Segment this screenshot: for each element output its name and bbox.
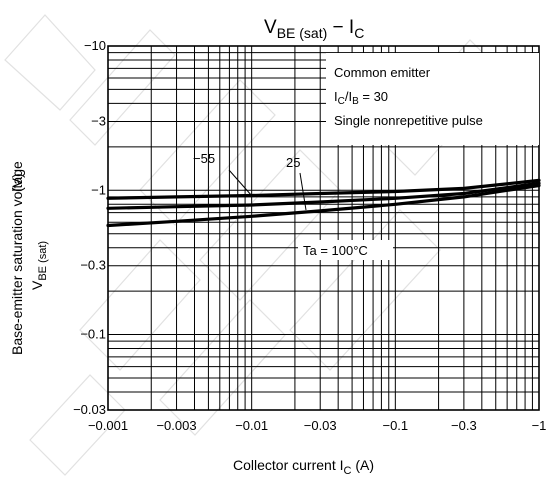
leader-25 [299, 172, 307, 211]
series-curves [106, 178, 541, 228]
y-tick-label: −0.1 [80, 327, 106, 342]
y-tick-label: −0.03 [73, 402, 106, 417]
label-series-minus55: −55 [193, 151, 215, 166]
title-subscript: BE (sat) [277, 25, 328, 41]
y-axis-label-line2: VBE (sat) [29, 241, 49, 290]
series-line-0 [106, 178, 541, 200]
y-tick-labels: −10 −3 −1 −0.3 −0.1 −0.03 [73, 38, 106, 417]
condition-pulse: Single nonrepetitive pulse [334, 113, 483, 128]
condition-ratio: IC/IB = 30 [334, 89, 388, 107]
conditions-box [326, 53, 539, 145]
label-series-25: 25 [286, 155, 300, 170]
leader-minus55 [228, 169, 253, 197]
x-tick-label: −0.1 [382, 418, 408, 433]
plot-frame [107, 45, 540, 411]
condition-mode: Common emitter [334, 65, 431, 80]
series-line-1 [106, 181, 541, 210]
grid [107, 45, 540, 411]
x-tick-label: −0.03 [304, 418, 337, 433]
y-tick-label: −10 [84, 38, 106, 53]
y-axis-label-line1: Base-emitter saturation voltage [9, 161, 25, 355]
label-series-100: Ta = 100°C [303, 243, 368, 258]
x-tick-label: −0.3 [451, 418, 477, 433]
x-tick-labels: −0.001 −0.003 −0.01 −0.03 −0.1 −0.3 −1 [88, 418, 546, 433]
series-line-2 [106, 183, 541, 228]
x-tick-label: −1 [532, 418, 547, 433]
y-axis-unit: (V) [9, 173, 25, 192]
y-tick-label: −1 [91, 182, 106, 197]
y-tick-label: −3 [91, 113, 106, 128]
x-tick-label: −0.01 [235, 418, 268, 433]
label-bg-100 [298, 240, 393, 260]
x-axis-label: Collector current IC (A) [233, 457, 374, 477]
x-tick-label: −0.001 [88, 418, 128, 433]
chart-title: VBE (sat) − IC [264, 17, 364, 41]
y-tick-label: −0.3 [80, 258, 106, 273]
x-tick-label: −0.003 [156, 418, 196, 433]
